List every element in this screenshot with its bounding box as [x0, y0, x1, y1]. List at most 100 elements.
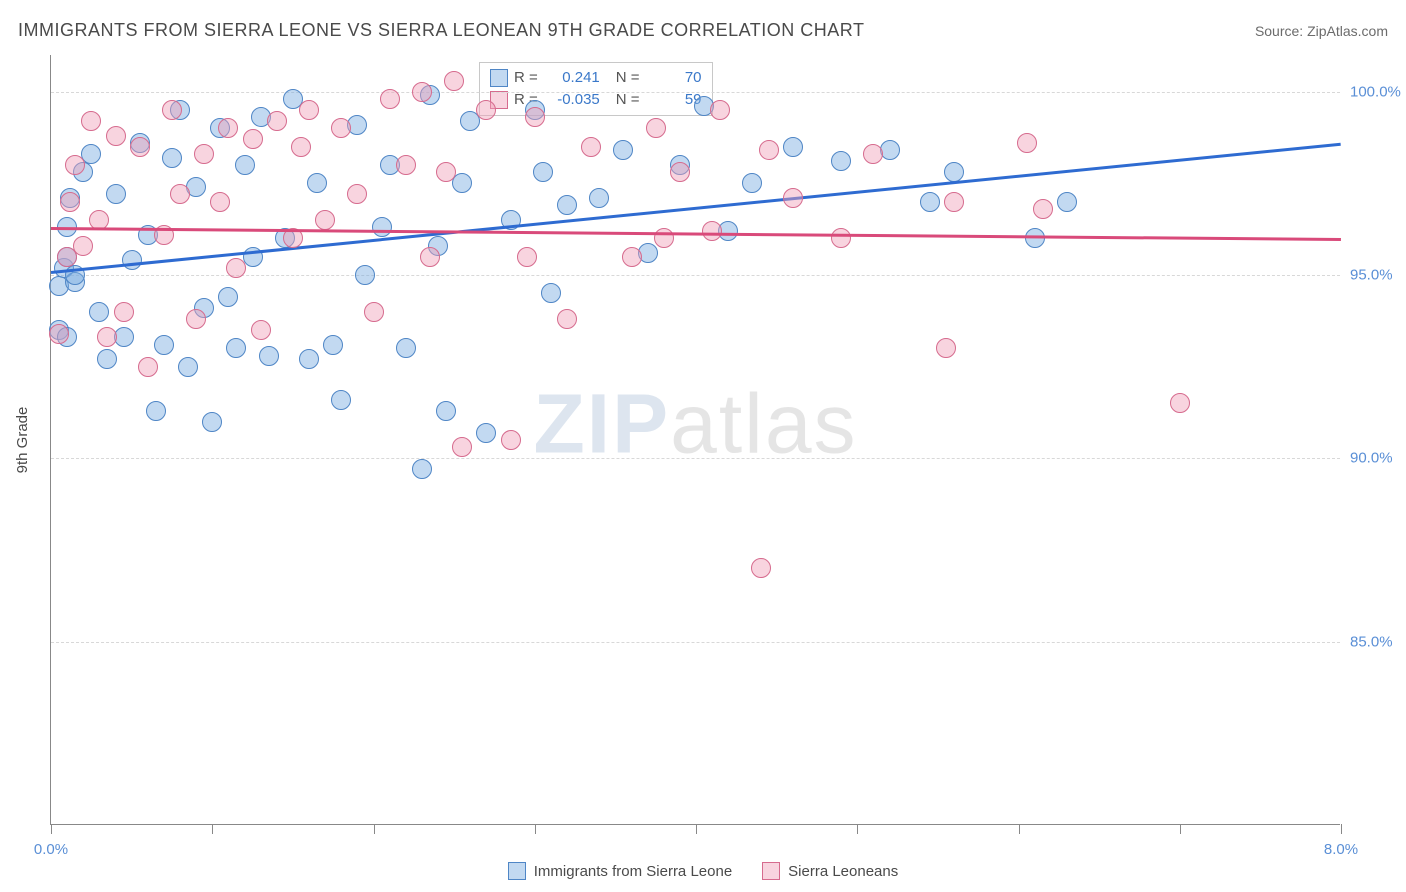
gridline — [51, 642, 1340, 643]
data-point — [364, 302, 384, 322]
data-point — [299, 100, 319, 120]
data-point — [1025, 228, 1045, 248]
data-point — [372, 217, 392, 237]
legend-n-label: N = — [616, 67, 640, 89]
data-point — [710, 100, 730, 120]
data-point — [291, 137, 311, 157]
data-point — [444, 71, 464, 91]
gridline — [51, 275, 1340, 276]
data-point — [122, 250, 142, 270]
data-point — [783, 137, 803, 157]
data-point — [396, 338, 416, 358]
data-point — [589, 188, 609, 208]
data-point — [759, 140, 779, 160]
data-point — [436, 162, 456, 182]
data-point — [347, 184, 367, 204]
data-point — [452, 437, 472, 457]
data-point — [307, 173, 327, 193]
trend-line — [51, 227, 1341, 240]
legend-stat-row: R =0.241N =70 — [490, 67, 702, 89]
data-point — [831, 228, 851, 248]
x-tick — [857, 824, 858, 834]
data-point — [476, 100, 496, 120]
watermark-light: atlas — [670, 377, 857, 471]
data-point — [226, 338, 246, 358]
data-point — [138, 357, 158, 377]
x-tick — [374, 824, 375, 834]
data-point — [178, 357, 198, 377]
legend-swatch — [508, 862, 526, 880]
data-point — [420, 247, 440, 267]
data-point — [613, 140, 633, 160]
data-point — [226, 258, 246, 278]
data-point — [194, 144, 214, 164]
data-point — [412, 459, 432, 479]
data-point — [299, 349, 319, 369]
legend-swatch — [762, 862, 780, 880]
data-point — [235, 155, 255, 175]
x-tick — [212, 824, 213, 834]
x-tick — [1341, 824, 1342, 834]
data-point — [533, 162, 553, 182]
data-point — [106, 126, 126, 146]
chart-source: Source: ZipAtlas.com — [1255, 23, 1388, 39]
legend-bottom: Immigrants from Sierra Leone Sierra Leone… — [0, 862, 1406, 880]
data-point — [315, 210, 335, 230]
data-point — [170, 184, 190, 204]
data-point — [863, 144, 883, 164]
data-point — [944, 162, 964, 182]
data-point — [331, 390, 351, 410]
data-point — [1033, 199, 1053, 219]
data-point — [541, 283, 561, 303]
data-point — [162, 100, 182, 120]
gridline — [51, 92, 1340, 93]
data-point — [831, 151, 851, 171]
legend-label: Sierra Leoneans — [788, 863, 898, 880]
y-tick-label: 90.0% — [1350, 450, 1406, 467]
data-point — [355, 265, 375, 285]
y-axis-label: 9th Grade — [14, 407, 31, 474]
data-point — [920, 192, 940, 212]
data-point — [331, 118, 351, 138]
data-point — [412, 82, 432, 102]
data-point — [436, 401, 456, 421]
data-point — [210, 192, 230, 212]
data-point — [1017, 133, 1037, 153]
data-point — [581, 137, 601, 157]
chart-title: IMMIGRANTS FROM SIERRA LEONE VS SIERRA L… — [18, 20, 864, 41]
data-point — [1057, 192, 1077, 212]
legend-label: Immigrants from Sierra Leone — [534, 863, 732, 880]
data-point — [259, 346, 279, 366]
data-point — [323, 335, 343, 355]
data-point — [501, 430, 521, 450]
data-point — [65, 155, 85, 175]
data-point — [60, 192, 80, 212]
data-point — [670, 162, 690, 182]
data-point — [751, 558, 771, 578]
legend-stats: R =0.241N =70R =-0.035N =59 — [479, 62, 713, 116]
data-point — [622, 247, 642, 267]
data-point — [783, 188, 803, 208]
data-point — [162, 148, 182, 168]
y-tick-label: 85.0% — [1350, 633, 1406, 650]
data-point — [97, 327, 117, 347]
chart-plot-area: ZIPatlas R =0.241N =70R =-0.035N =59 85.… — [50, 55, 1340, 825]
legend-r-label: R = — [514, 67, 538, 89]
data-point — [380, 89, 400, 109]
data-point — [742, 173, 762, 193]
x-tick-label: 0.0% — [34, 841, 68, 858]
chart-header: IMMIGRANTS FROM SIERRA LEONE VS SIERRA L… — [18, 20, 1388, 41]
data-point — [243, 129, 263, 149]
data-point — [517, 247, 537, 267]
x-tick — [1180, 824, 1181, 834]
legend-item: Immigrants from Sierra Leone — [508, 862, 732, 880]
data-point — [218, 118, 238, 138]
watermark-bold: ZIP — [533, 377, 670, 471]
data-point — [218, 287, 238, 307]
x-tick — [51, 824, 52, 834]
x-tick-label: 8.0% — [1324, 841, 1358, 858]
data-point — [89, 302, 109, 322]
data-point — [81, 111, 101, 131]
data-point — [396, 155, 416, 175]
data-point — [944, 192, 964, 212]
